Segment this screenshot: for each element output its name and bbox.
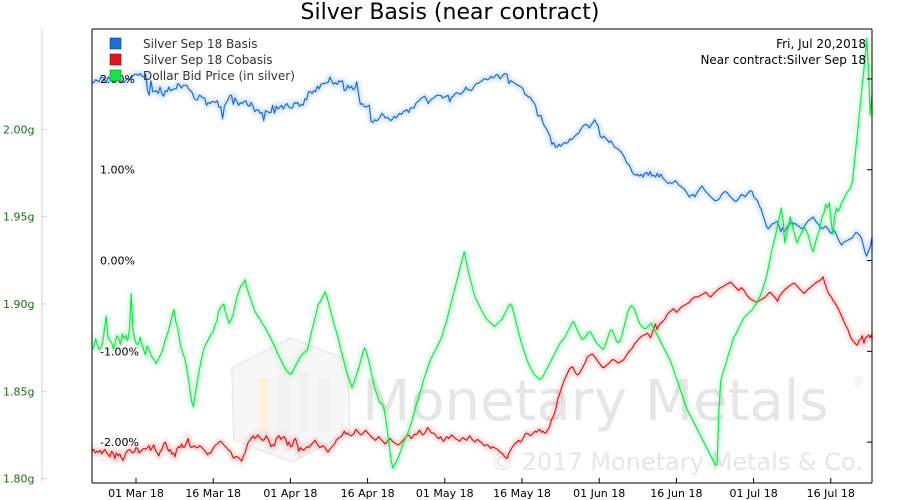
left-tick-label: 1.90g	[3, 298, 34, 311]
legend-item-cobasis: Silver Sep 18 Cobasis	[109, 53, 273, 67]
x-tick-label: 16 Mar 18	[185, 487, 241, 500]
watermark-logo-icon	[230, 336, 352, 464]
right-tick-label: -1.00%	[100, 345, 139, 358]
watermark-brand: Monetary Metals	[362, 369, 829, 434]
x-tick-label: 01 Mar 18	[108, 487, 164, 500]
x-axis-ticks: 01 Mar 18 16 Mar 18 01 Apr 18 16 Apr 18 01 M…	[108, 478, 855, 500]
info-contract: Near contract:Silver Sep 18	[700, 53, 866, 67]
legend-label-dollar: Dollar Bid Price (in silver)	[143, 69, 295, 83]
series-line-basis	[91, 72, 873, 257]
legend-label-cobasis: Silver Sep 18 Cobasis	[143, 53, 273, 67]
left-tick-label: 1.85g	[3, 385, 34, 398]
series-line-cobasis	[91, 276, 873, 462]
x-tick-label: 16 Jun 18	[650, 487, 702, 500]
left-tick-label: 1.80g	[3, 473, 34, 486]
info-date: Fri, Jul 20,2018	[776, 37, 866, 51]
series-line-dollar	[91, 37, 873, 469]
legend-item-dollar: Dollar Bid Price (in silver)	[109, 69, 295, 83]
legend-swatch-basis	[109, 37, 122, 50]
series-layer	[90, 37, 874, 474]
legend-swatch-dollar	[109, 69, 122, 82]
x-tick-label: 01 Jul 18	[729, 487, 777, 500]
legend-swatch-cobasis	[109, 53, 122, 66]
right-tick-label: 0.00%	[100, 255, 135, 268]
left-tick-label: 2.00g	[3, 123, 34, 136]
chart-title: Silver Basis (near contract)	[301, 0, 600, 25]
right-tick-label: 1.00%	[100, 164, 135, 177]
legend-item-basis: Silver Sep 18 Basis	[109, 37, 257, 51]
x-tick-label: 01 May 18	[416, 487, 474, 500]
legend: Silver Sep 18 Basis Silver Sep 18 Cobasi…	[109, 37, 295, 83]
x-tick-label: 16 Apr 18	[341, 487, 395, 500]
x-tick-label: 16 Jul 18	[807, 487, 855, 500]
legend-label-basis: Silver Sep 18 Basis	[143, 37, 257, 51]
right-tick-label: -2.00%	[100, 436, 139, 449]
watermark: Monetary Metals ® © 2017 Monetary Metals…	[230, 336, 865, 476]
left-axis-ticks: 2.00g 1.95g 1.90g 1.85g 1.80g	[3, 123, 47, 486]
watermark-copyright: © 2017 Monetary Metals & Co.	[490, 448, 863, 476]
left-tick-label: 1.95g	[3, 211, 34, 224]
x-tick-label: 16 May 18	[493, 487, 551, 500]
x-tick-label: 01 Jun 18	[573, 487, 625, 500]
watermark-registered: ®	[852, 375, 865, 390]
plot-background	[92, 29, 872, 483]
x-tick-label: 01 Apr 18	[263, 487, 317, 500]
